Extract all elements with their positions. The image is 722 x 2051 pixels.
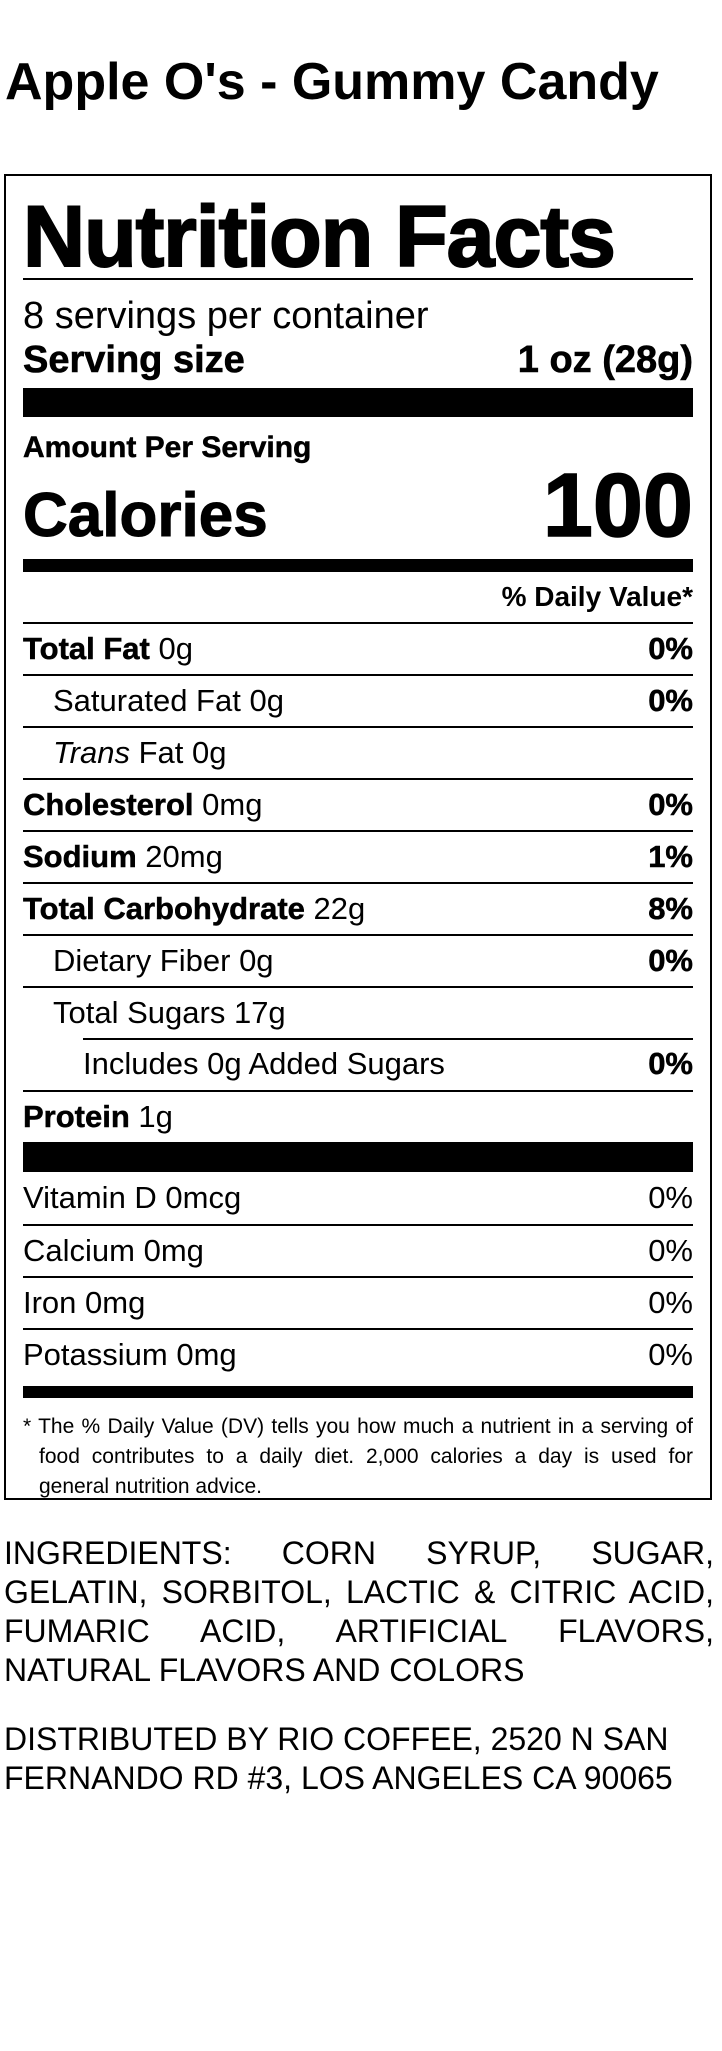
nutrient-amount: 0g xyxy=(192,735,227,770)
nutrient-amount: 0mg xyxy=(202,787,263,822)
vitamin-name: Potassium 0mg xyxy=(23,1337,237,1372)
nutrient-name: Includes 0g Added Sugars xyxy=(83,1046,445,1081)
nutrient-amount: 20mg xyxy=(145,839,223,874)
nutrient-dv: 0% xyxy=(648,1046,693,1082)
divider xyxy=(23,278,693,280)
vitamin-dv: 0% xyxy=(648,1285,693,1320)
nutrient-name: Total Fat xyxy=(23,631,150,667)
nutrient-amount: 0g xyxy=(239,943,274,978)
nutrient-dv: 8% xyxy=(648,891,693,927)
medium-bar xyxy=(23,1386,693,1398)
serving-size: 1 oz (28g) xyxy=(517,339,693,382)
nutrient-row: Includes 0g Added Sugars 0% xyxy=(23,1038,693,1090)
calories: 100 xyxy=(542,456,694,556)
footnote: * The % Daily Value (DV) tells you how m… xyxy=(23,1415,693,1498)
nutrient-name-italic: Trans xyxy=(53,735,130,770)
ingredients: INGREDIENTS: CORN SYRUP, SUGAR, GELATIN,… xyxy=(4,1535,714,1688)
vitamin-name: Calcium 0mg xyxy=(23,1233,204,1268)
nutrient-row: Sodium 20mg 1% xyxy=(23,830,693,882)
nutrient-dv: 0% xyxy=(648,631,693,667)
nutrient-name: Protein xyxy=(23,1099,130,1135)
nutrient-dv: 1% xyxy=(648,839,693,875)
vitamin-row: Iron 0mg 0% xyxy=(23,1276,693,1328)
serving-size-row: Serving size 1 oz (28g) xyxy=(23,338,694,382)
nutrient-amount: 0g xyxy=(158,631,193,666)
nutrient-row: Saturated Fat 0g 0% xyxy=(23,674,693,726)
amount-per-serving: Amount Per Serving xyxy=(23,431,312,465)
label-heading: Nutrition Facts xyxy=(22,189,617,285)
nutrient-dv: 0% xyxy=(648,943,693,979)
nutrient-name: Fat xyxy=(138,735,184,770)
nutrient-dv: 0% xyxy=(648,787,693,823)
nutrient-name: Total Carbohydrate xyxy=(23,891,305,927)
nutrient-name: Cholesterol xyxy=(23,787,194,823)
calories-row: Calories 100 xyxy=(23,460,694,552)
vitamin-name: Iron 0mg xyxy=(23,1285,146,1320)
vitamin-row: Calcium 0mg 0% xyxy=(23,1224,693,1276)
nutrient-name: Dietary Fiber xyxy=(53,943,231,978)
nutrient-amount: 0g xyxy=(249,683,284,718)
nutrition-label: Nutrition Facts 8 servings per container… xyxy=(4,174,712,1500)
nutrient-amount: 1g xyxy=(138,1099,173,1134)
thick-bar xyxy=(23,1142,693,1172)
nutrient-row: Trans Fat 0g xyxy=(23,726,693,778)
distributor: DISTRIBUTED BY RIO COFFEE, 2520 N SAN FE… xyxy=(4,1721,673,1796)
calories-label: Calories xyxy=(23,481,269,551)
nutrient-row: Cholesterol 0mg 0% xyxy=(23,778,693,830)
vitamin-dv: 0% xyxy=(648,1180,693,1215)
thick-bar xyxy=(23,388,693,417)
vitamin-dv: 0% xyxy=(648,1337,693,1372)
nutrient-name: Saturated Fat xyxy=(53,683,241,718)
nutrient-row: Total Fat 0g 0% xyxy=(23,622,693,674)
vitamin-name: Vitamin D 0mcg xyxy=(23,1180,242,1215)
servings: 8 servings per container xyxy=(23,295,429,337)
nutrient-row: Dietary Fiber 0g 0% xyxy=(23,934,693,986)
nutrient-row: Total Carbohydrate 22g 8% xyxy=(23,882,693,934)
nutrient-amount: 17g xyxy=(233,995,286,1030)
medium-bar xyxy=(23,559,693,572)
product-title: Apple O's - Gummy Candy xyxy=(5,53,659,111)
serving-size-label: Serving size xyxy=(23,339,245,382)
nutrient-name: Total Sugars xyxy=(53,995,226,1030)
nutrient-row: Protein 1g xyxy=(23,1090,693,1142)
vitamin-dv: 0% xyxy=(648,1233,693,1268)
nutrient-amount: 22g xyxy=(313,891,366,926)
vitamin-row: Vitamin D 0mcg 0% xyxy=(23,1172,693,1224)
nutrient-row: Total Sugars 17g xyxy=(23,986,693,1038)
dv-header: % Daily Value* xyxy=(501,581,693,612)
vitamin-row: Potassium 0mg 0% xyxy=(23,1328,693,1380)
nutrient-name: Sodium xyxy=(23,839,137,875)
nutrient-dv: 0% xyxy=(648,683,693,719)
